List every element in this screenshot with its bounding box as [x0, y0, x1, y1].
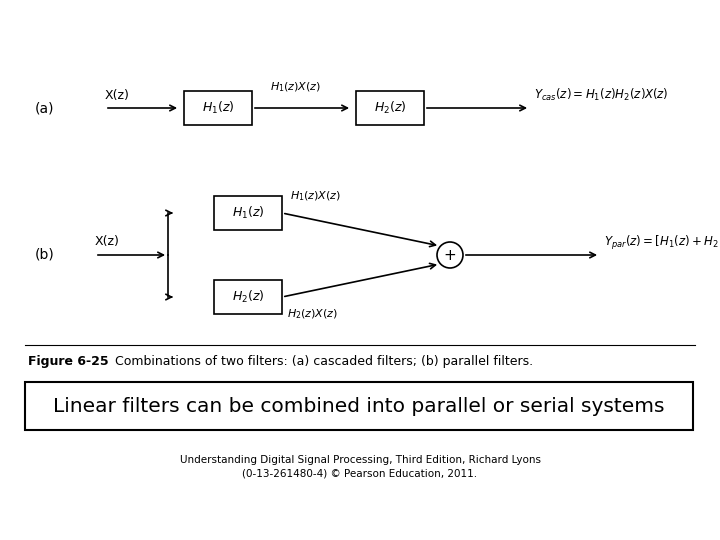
Text: $H_1(z)X(z)$: $H_1(z)X(z)$	[269, 80, 320, 94]
FancyBboxPatch shape	[214, 280, 282, 314]
Text: $H_1(z)X(z)$: $H_1(z)X(z)$	[290, 190, 341, 203]
Text: (0-13-261480-4) © Pearson Education, 2011.: (0-13-261480-4) © Pearson Education, 201…	[243, 469, 477, 479]
Circle shape	[437, 242, 463, 268]
Text: Linear filters can be combined into parallel or serial systems: Linear filters can be combined into para…	[53, 396, 665, 415]
Text: (b): (b)	[35, 248, 55, 262]
FancyBboxPatch shape	[356, 91, 424, 125]
Text: (a): (a)	[35, 101, 55, 115]
Text: $Y_{par}(z) = [H_1(z) + H_2(z)]X(z)$: $Y_{par}(z) = [H_1(z) + H_2(z)]X(z)$	[604, 234, 720, 252]
Text: Understanding Digital Signal Processing, Third Edition, Richard Lyons: Understanding Digital Signal Processing,…	[179, 455, 541, 465]
Text: $H_2(z)$: $H_2(z)$	[232, 289, 264, 305]
Text: $H_2(z)$: $H_2(z)$	[374, 100, 406, 116]
FancyBboxPatch shape	[214, 196, 282, 230]
FancyBboxPatch shape	[25, 382, 693, 430]
FancyBboxPatch shape	[184, 91, 252, 125]
Text: $Y_{cas}(z) = H_1(z)H_2(z)X(z)$: $Y_{cas}(z) = H_1(z)H_2(z)X(z)$	[534, 87, 668, 103]
Text: $H_2(z)X(z)$: $H_2(z)X(z)$	[287, 307, 338, 321]
Text: Combinations of two filters: (a) cascaded filters; (b) parallel filters.: Combinations of two filters: (a) cascade…	[103, 355, 533, 368]
Text: $H_1(z)$: $H_1(z)$	[232, 205, 264, 221]
Text: $H_1(z)$: $H_1(z)$	[202, 100, 234, 116]
Text: X(z): X(z)	[95, 235, 120, 248]
Text: Figure 6-25: Figure 6-25	[28, 355, 109, 368]
Text: +: +	[444, 247, 456, 262]
Text: X(z): X(z)	[105, 89, 130, 102]
